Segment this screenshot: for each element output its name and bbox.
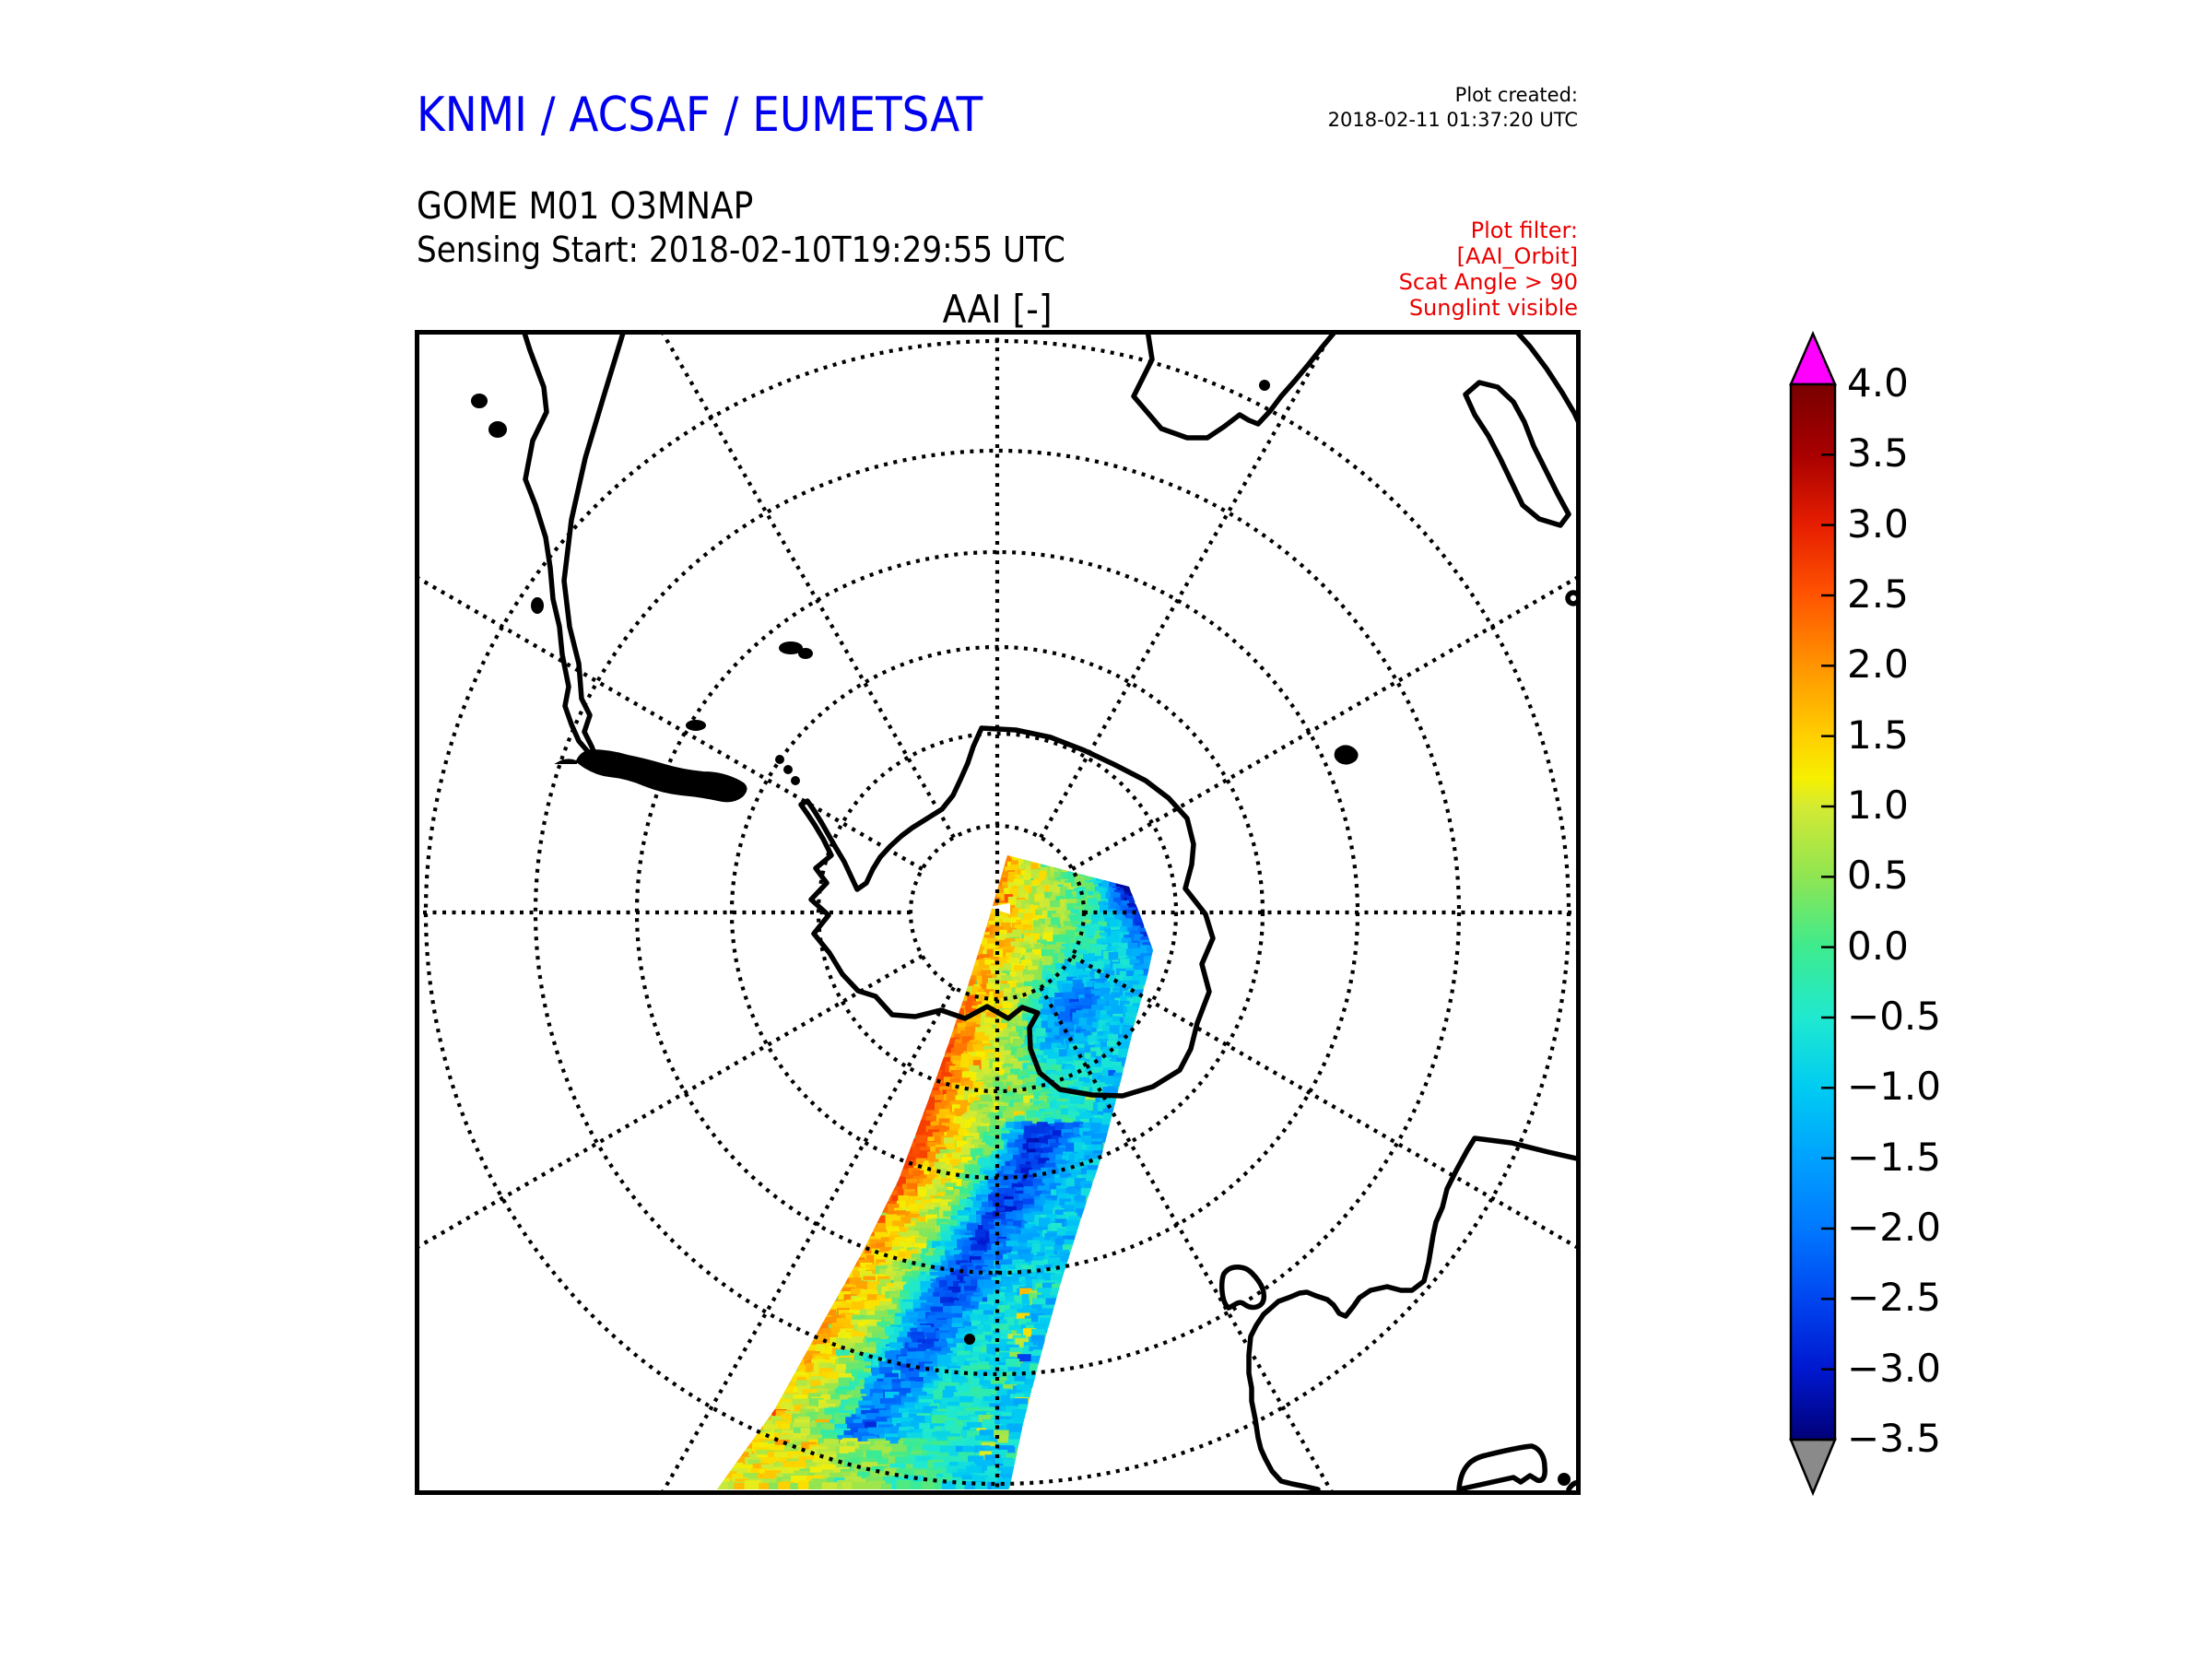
- colorbar-under-arrow: [1789, 1438, 1837, 1497]
- meridian-line: [1039, 330, 1336, 839]
- meridian-line: [1071, 573, 1581, 871]
- colorbar-tick-label: 0.0: [1847, 923, 1909, 969]
- colorbar-tick-label: −3.5: [1847, 1416, 1941, 1461]
- colorbar-ticks: [1821, 382, 1835, 1441]
- colorbar: [1789, 330, 1837, 1497]
- colorbar-tick-label: 1.0: [1847, 782, 1909, 828]
- graticule-grid: [415, 330, 1581, 1495]
- latitude-circle: [816, 731, 1179, 1094]
- island-bottom-right-dot: [1558, 1473, 1571, 1486]
- coast-south-shetland-islands: [775, 755, 800, 785]
- coast-australia: [1246, 1135, 1581, 1492]
- coast-africa: [1131, 330, 1339, 441]
- island-near-africa: [1259, 380, 1270, 391]
- sensing-start: Sensing Start: 2018-02-10T19:29:55 UTC: [417, 229, 1065, 270]
- coast-new-zealand-island: [1218, 1265, 1267, 1311]
- colorbar-tick-label: 1.5: [1847, 712, 1909, 758]
- coast-tierra-del-fuego-islands: [471, 394, 813, 803]
- colorbar-tick-label: 2.0: [1847, 641, 1909, 688]
- colorbar-tick-label: 3.0: [1847, 500, 1909, 547]
- plot-created-time: 2018-02-11 01:37:20 UTC: [1327, 109, 1578, 131]
- plot-created-label: Plot created:: [1454, 84, 1578, 106]
- plot-filter-line: Sunglint visible: [1408, 295, 1578, 321]
- plot-filter-line: [AAI_Orbit]: [1456, 243, 1578, 269]
- plot-filter-line: Plot filter:: [1470, 218, 1578, 243]
- meridian-line: [415, 954, 924, 1252]
- colorbar-gradient-bar: [1789, 382, 1837, 1441]
- coast-south-america: [521, 330, 627, 763]
- aai-swath-heatmap: [717, 855, 1153, 1489]
- meridian-line: [415, 573, 924, 871]
- colorbar-tick-label: 3.5: [1847, 430, 1909, 477]
- brand-title-text: KNMI / ACSAF / EUMETSAT: [417, 88, 983, 143]
- colorbar-tick-label: 0.5: [1847, 853, 1909, 899]
- map-title: AAI [-]: [942, 287, 1053, 332]
- latitude-circle: [729, 644, 1265, 1181]
- coast-antarctica: [798, 725, 1216, 1099]
- plot-filter-block: Plot filter: [AAI_Orbit] Scat Angle > 90…: [1399, 218, 1578, 321]
- coastlines: [471, 330, 1581, 1492]
- coast-top-right-corner: [1512, 330, 1581, 429]
- colorbar-tick-label: −2.5: [1847, 1275, 1941, 1321]
- plot-filter-line: Scat Angle > 90: [1398, 269, 1578, 295]
- island-kerguelen: [1334, 745, 1359, 765]
- brand-title: KNMI / ACSAF / EUMETSAT: [417, 88, 1045, 143]
- map-panel: [415, 330, 1581, 1495]
- colorbar-tick-label: −2.0: [1847, 1205, 1941, 1250]
- colorbar-tick-label: −3.0: [1847, 1345, 1941, 1391]
- island-macquarie: [964, 1334, 975, 1345]
- colorbar-over-arrow: [1789, 330, 1837, 386]
- colorbar-tick-label: −1.5: [1847, 1134, 1941, 1180]
- coast-madagascar: [1463, 380, 1571, 528]
- coast-bottom-right-landmass: [1456, 1443, 1547, 1492]
- colorbar-tick-label: 4.0: [1847, 360, 1909, 406]
- plot-created-block: Plot created: 2018-02-11 01:37:20 UTC: [1328, 83, 1578, 133]
- colorbar-tick-label: −0.5: [1847, 994, 1941, 1039]
- product-title: GOME M01 O3MNAP: [417, 185, 754, 228]
- colorbar-tick-label: 2.5: [1847, 571, 1909, 617]
- latitude-circle: [533, 448, 1462, 1377]
- colorbar-tick-label: −1.0: [1847, 1064, 1941, 1110]
- map-frame: [415, 330, 1581, 1495]
